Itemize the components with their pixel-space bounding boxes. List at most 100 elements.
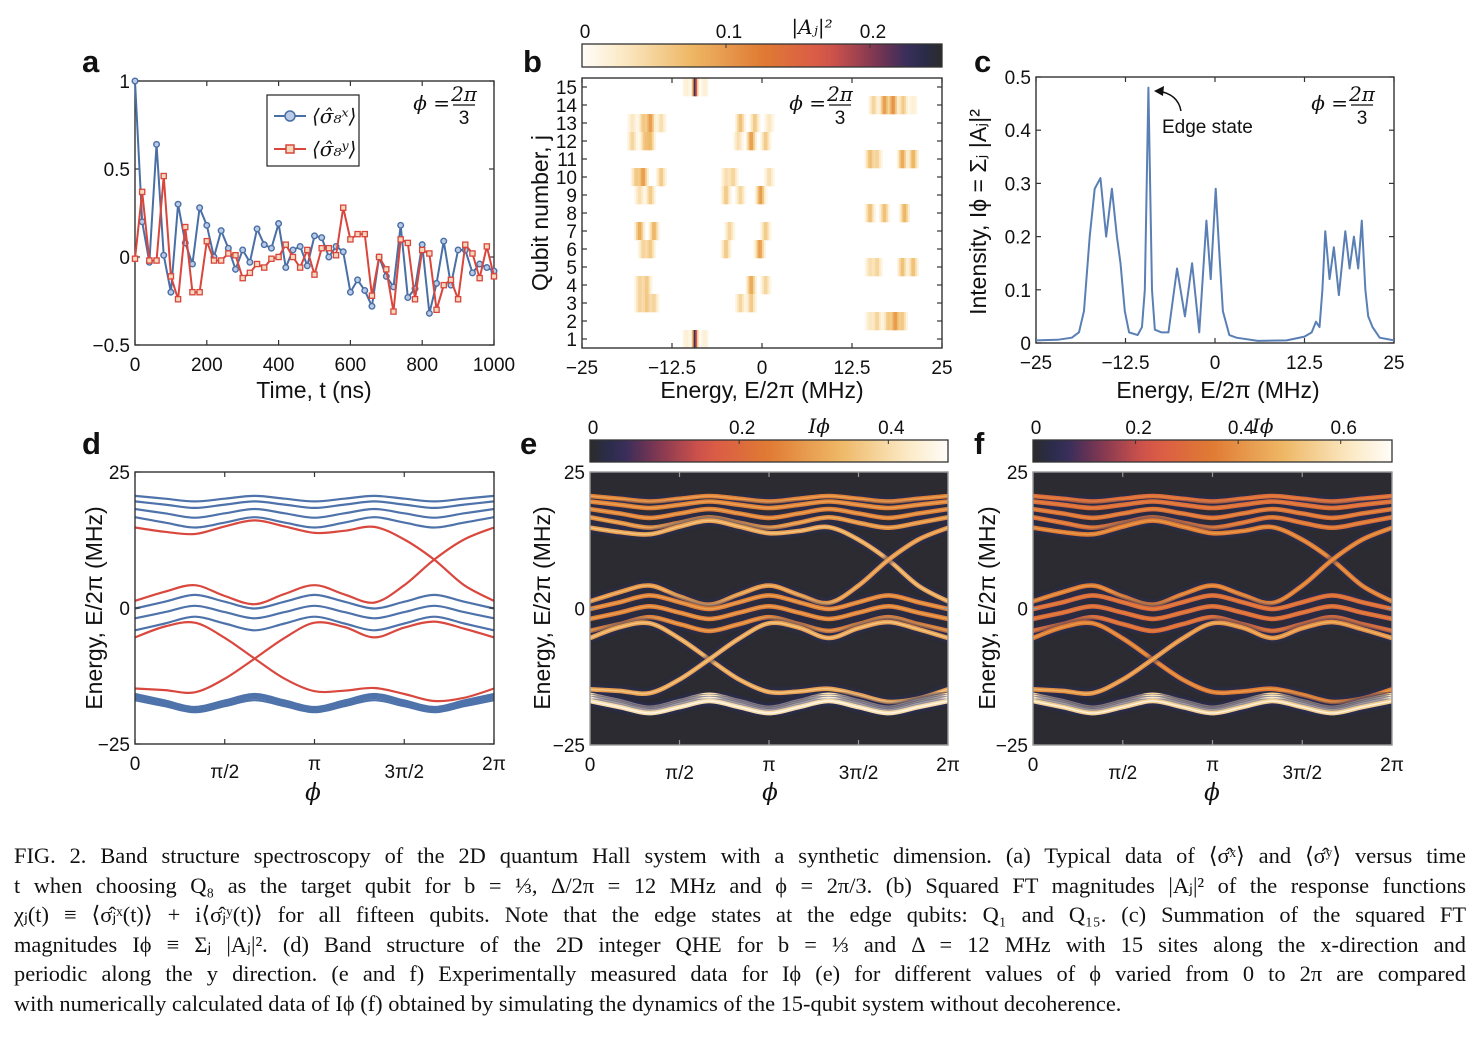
- heatmap-cell: [902, 150, 905, 169]
- heatmap-cell: [632, 168, 635, 187]
- heatmap-cell: [646, 186, 649, 205]
- heatmap-cell: [646, 114, 649, 133]
- heatmap-cell: [686, 330, 689, 349]
- heatmap-cell: [636, 114, 639, 133]
- heatmap-cell: [877, 312, 880, 331]
- legend-marker: [284, 110, 296, 122]
- heatmap-cell: [873, 258, 876, 277]
- heatmap-cell: [731, 222, 734, 241]
- heatmap-cell: [879, 204, 882, 223]
- data-point: [397, 236, 404, 243]
- heatmap-band-core: [1033, 500, 1392, 509]
- data-point: [232, 265, 240, 273]
- heatmap-cell: [650, 276, 653, 295]
- heatmap-cell: [753, 294, 756, 313]
- heatmap-cell: [753, 240, 756, 259]
- heatmap-band-core: [590, 500, 948, 509]
- data-point: [454, 246, 462, 254]
- data-point: [210, 257, 218, 264]
- heatmap-cell: [720, 168, 723, 187]
- heatmap-cell: [866, 258, 869, 277]
- heatmap-cell: [763, 186, 766, 205]
- data-point: [246, 269, 254, 277]
- heatmap-cell: [898, 312, 901, 331]
- heatmap-cell: [765, 222, 768, 241]
- heatmap-cell: [735, 294, 738, 313]
- legend-box: [266, 94, 360, 167]
- heatmap-cell: [886, 312, 889, 331]
- data-point: [131, 255, 139, 263]
- heatmap-cell: [747, 276, 750, 295]
- heatmap-cell: [637, 168, 640, 187]
- heatmap-cell: [646, 276, 649, 295]
- panel-letter-c: c: [974, 44, 991, 79]
- bulk-band-line: [134, 593, 495, 610]
- heatmap-cell: [888, 96, 891, 115]
- colorbar-tick-label: 0.4: [1228, 418, 1255, 439]
- heatmap-cell: [738, 114, 741, 133]
- figure-caption: FIG. 2. Band structure spectroscopy of t…: [14, 841, 1466, 1019]
- heatmap-cell: [871, 204, 874, 223]
- data-point: [267, 244, 275, 252]
- x-tick-label: π/2: [1108, 763, 1137, 784]
- heatmap-cell: [907, 150, 910, 169]
- data-point: [339, 204, 347, 211]
- heatmap-cell: [882, 204, 885, 223]
- y-tick-label: 0: [1017, 600, 1028, 621]
- axes-frame: [134, 80, 495, 346]
- data-point: [404, 293, 412, 301]
- heatmap-cell: [769, 114, 772, 133]
- heatmap-cell: [652, 294, 655, 313]
- heatmap-cell: [760, 276, 763, 295]
- heatmap-cell: [643, 276, 646, 295]
- bulk-band-line: [134, 696, 495, 712]
- colorbar-tick-label: 0: [1031, 418, 1042, 439]
- heatmap-cell: [634, 132, 637, 151]
- heatmap-cell: [643, 132, 646, 151]
- heatmap-band-core: [1033, 508, 1392, 519]
- heatmap-cell: [909, 96, 912, 115]
- data-point: [318, 244, 325, 252]
- x-tick-label: 800: [406, 355, 438, 376]
- heatmap-cell: [758, 114, 761, 133]
- data-point: [138, 188, 146, 196]
- data-point: [490, 273, 498, 280]
- data-point: [390, 308, 397, 315]
- heatmap-cell: [652, 222, 655, 241]
- heatmap-cell: [643, 294, 646, 313]
- heatmap-cell: [868, 150, 871, 169]
- heatmap-band-core: [1033, 516, 1392, 529]
- heatmap-cell: [664, 114, 667, 133]
- heatmap-cell: [655, 294, 658, 313]
- heatmap-cell: [655, 222, 658, 241]
- heatmap-cell: [868, 312, 871, 331]
- y-tick-label: 8: [566, 204, 577, 225]
- data-point: [354, 230, 361, 238]
- x-tick-label: 3π/2: [384, 762, 424, 783]
- data-point: [196, 204, 204, 212]
- heatmap-cell: [702, 330, 705, 349]
- heatmap-cell: [735, 168, 738, 187]
- data-point: [404, 239, 412, 247]
- heatmap-cell: [754, 276, 757, 295]
- heatmap-cell: [902, 96, 905, 115]
- data-point: [447, 276, 455, 284]
- heatmap-cell: [866, 204, 869, 223]
- x-tick-label: π/2: [210, 762, 239, 783]
- heatmap-cell: [891, 96, 894, 115]
- colorbar: [581, 43, 943, 68]
- heatmap-cell: [654, 186, 657, 205]
- heatmap-cell: [641, 240, 644, 259]
- heatmap-cell: [765, 132, 768, 151]
- heatmap-cell: [735, 132, 738, 151]
- heatmap-cell: [639, 240, 642, 259]
- phi-denominator: 3: [459, 108, 470, 129]
- heatmap-cell: [871, 150, 874, 169]
- panel-letter-d: d: [82, 426, 101, 461]
- heatmap-cell: [907, 204, 910, 223]
- heatmap-cell: [724, 168, 727, 187]
- heatmap-cell: [740, 294, 743, 313]
- heatmap-cell: [720, 240, 723, 259]
- panel-f-ylabel: Energy, E/2π (MHz): [974, 506, 1000, 709]
